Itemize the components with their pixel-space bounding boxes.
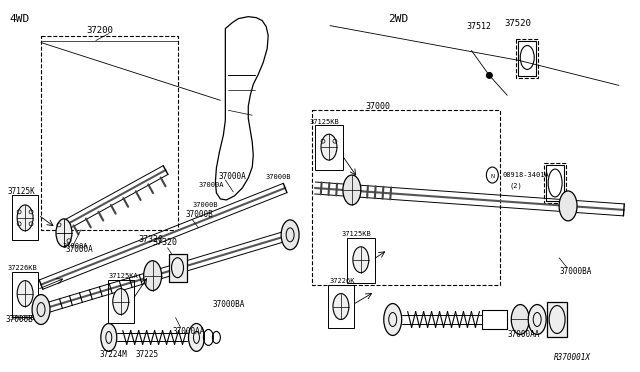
Text: R370001X: R370001X	[554, 353, 591, 362]
Text: 37000B: 37000B	[5, 315, 33, 324]
Ellipse shape	[559, 191, 577, 221]
Text: 37000BA: 37000BA	[559, 267, 591, 276]
Text: (2): (2)	[509, 183, 522, 189]
Ellipse shape	[17, 205, 33, 231]
Ellipse shape	[333, 294, 349, 320]
Bar	[315, 125, 343, 170]
Ellipse shape	[528, 305, 546, 334]
Text: 37000A: 37000A	[198, 182, 224, 188]
Text: 37125KB: 37125KB	[342, 231, 372, 237]
Text: 37000BA: 37000BA	[212, 300, 244, 309]
Bar	[168, 254, 186, 282]
Text: 37125KA: 37125KA	[109, 273, 138, 279]
Text: 37226KB: 37226KB	[7, 265, 37, 271]
Text: 37000B: 37000B	[193, 202, 218, 208]
Text: 08918-3401A: 08918-3401A	[502, 172, 549, 178]
Text: 37000B: 37000B	[186, 211, 213, 219]
Text: 37000AA: 37000AA	[508, 330, 540, 339]
Text: 37000B: 37000B	[265, 174, 291, 180]
Bar	[518, 41, 536, 76]
Bar	[12, 195, 38, 240]
Text: 37224M: 37224M	[100, 350, 127, 359]
Bar	[547, 302, 567, 337]
Text: 37226K: 37226K	[330, 278, 355, 283]
Text: 37000A: 37000A	[218, 171, 246, 180]
Bar	[347, 238, 375, 283]
Ellipse shape	[32, 295, 50, 324]
Text: 37125KB: 37125KB	[310, 119, 340, 125]
Text: 37000B: 37000B	[9, 314, 35, 321]
Text: 37225: 37225	[136, 350, 159, 359]
Text: 37320: 37320	[139, 235, 164, 244]
Ellipse shape	[511, 305, 529, 334]
Bar	[516, 39, 538, 78]
Bar	[108, 280, 134, 324]
Text: 2WD: 2WD	[388, 14, 408, 24]
Text: 37000AA: 37000AA	[173, 327, 205, 336]
Text: 37000A: 37000A	[66, 245, 93, 254]
Ellipse shape	[353, 247, 369, 273]
Bar	[41, 36, 177, 230]
Ellipse shape	[189, 324, 204, 352]
Bar	[546, 165, 564, 201]
Text: 37200: 37200	[86, 26, 113, 35]
Ellipse shape	[384, 304, 402, 336]
Ellipse shape	[17, 280, 33, 307]
Text: N: N	[490, 173, 495, 179]
Text: 37520: 37520	[504, 19, 531, 28]
Ellipse shape	[56, 219, 72, 247]
Ellipse shape	[486, 73, 492, 78]
Ellipse shape	[343, 175, 361, 205]
Bar	[328, 285, 354, 328]
Text: 37512: 37512	[467, 22, 492, 31]
Ellipse shape	[281, 220, 299, 250]
Text: 37000: 37000	[366, 102, 391, 111]
Ellipse shape	[113, 289, 129, 314]
Text: 37125K: 37125K	[7, 187, 35, 196]
Text: 4WD: 4WD	[9, 14, 29, 24]
Text: 37000A: 37000A	[63, 243, 88, 249]
Bar	[544, 163, 566, 203]
Ellipse shape	[143, 261, 161, 291]
Bar	[12, 272, 38, 317]
Ellipse shape	[321, 134, 337, 160]
Text: 37320: 37320	[152, 238, 178, 247]
Bar	[312, 110, 500, 285]
Ellipse shape	[101, 324, 116, 352]
